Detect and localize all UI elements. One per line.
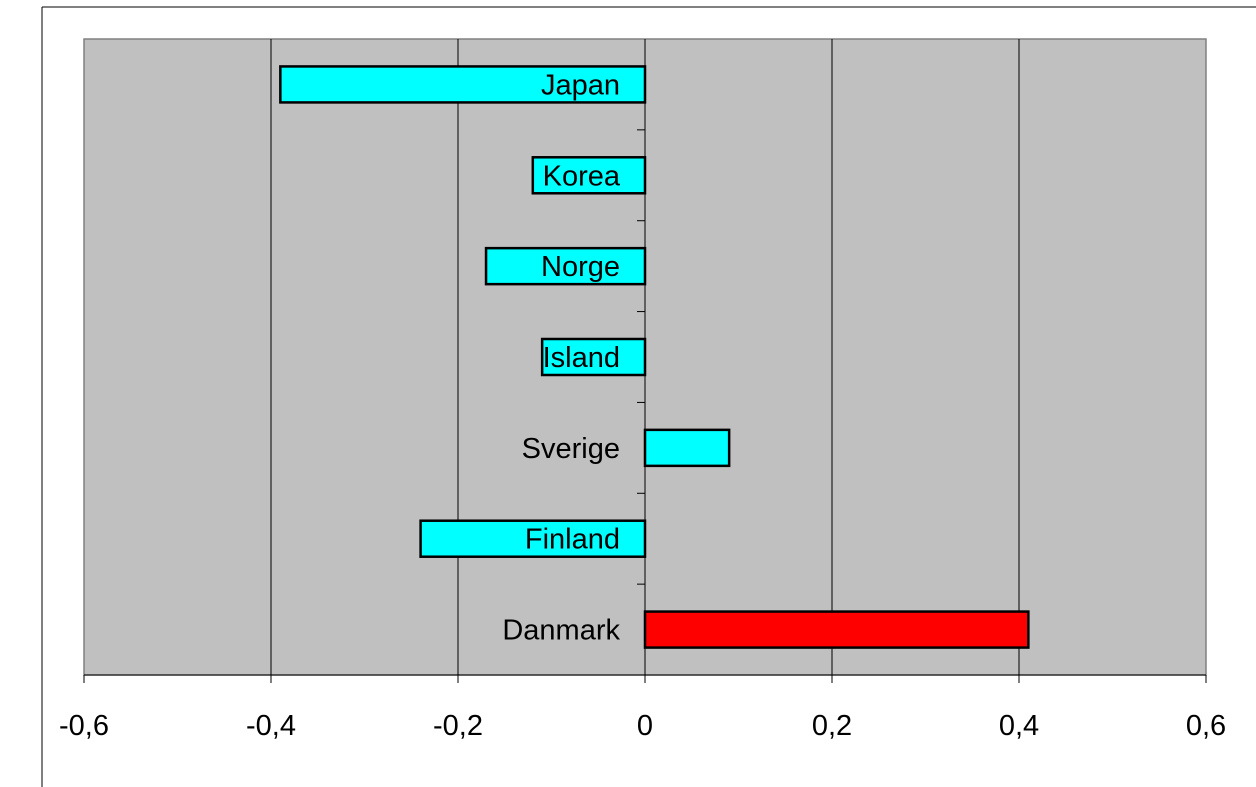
x-tick-label: 0,6 — [1186, 710, 1226, 742]
category-label-sverige: Sverige — [522, 433, 620, 465]
bar-danmark — [643, 610, 1030, 649]
x-tick-label: -0,6 — [59, 710, 109, 742]
category-label-norge: Norge — [541, 251, 620, 283]
category-label-finland: Finland — [525, 524, 620, 556]
category-label-island: Island — [543, 342, 620, 374]
category-label-korea: Korea — [543, 160, 621, 192]
x-tick-label: -0,4 — [246, 710, 296, 742]
category-label-danmark: Danmark — [502, 615, 620, 647]
bar-norge — [484, 246, 647, 286]
x-tick-label: 0,4 — [999, 710, 1039, 742]
x-tick-label: 0 — [637, 710, 653, 742]
bar-finland — [419, 519, 647, 558]
category-label-japan: Japan — [541, 69, 620, 101]
bar-island — [540, 337, 647, 377]
x-tick-label: 0,2 — [812, 710, 852, 742]
bar-sverige — [643, 428, 731, 468]
x-tick-label: -0,2 — [433, 710, 483, 742]
